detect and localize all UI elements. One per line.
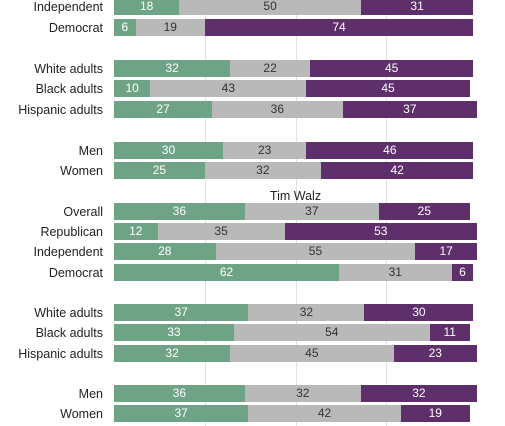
row-label: Democrat <box>48 21 103 35</box>
bar-segment: 10 <box>114 80 151 97</box>
bar-segment: 32 <box>244 385 361 402</box>
bar-segment: 46 <box>306 142 474 159</box>
bar-segment: 28 <box>114 243 216 260</box>
bar-segment: 11 <box>429 324 470 341</box>
bar-segment: 45 <box>230 345 394 362</box>
chart-title: Tim Walz <box>269 189 322 203</box>
bar-segment: 36 <box>114 385 245 402</box>
bar-segment: 53 <box>284 223 477 240</box>
row-label: Republican <box>40 225 103 239</box>
bar-segment: 25 <box>378 203 470 220</box>
bar-segment: 36 <box>114 203 245 220</box>
row-label: Women <box>60 164 103 178</box>
row-label: Independent <box>33 0 103 14</box>
bar-segment: 22 <box>230 60 311 77</box>
row-label: White adults <box>34 306 103 320</box>
row-label: Democrat <box>48 266 103 280</box>
bar-segment: 12 <box>114 223 158 240</box>
bar-segment: 37 <box>342 101 477 118</box>
bar-segment: 23 <box>393 345 477 362</box>
bar-segment: 27 <box>114 101 212 118</box>
bar-segment: 42 <box>248 405 401 422</box>
bar-segment: 19 <box>400 405 470 422</box>
bar-segment: 45 <box>310 60 474 77</box>
bar-segment: 18 <box>114 0 180 15</box>
bar-segment: 30 <box>364 304 474 321</box>
bar-segment: 17 <box>415 243 477 260</box>
bar-segment: 6 <box>114 19 136 36</box>
bar-segment: 33 <box>114 324 234 341</box>
bar-segment: 74 <box>204 19 474 36</box>
bar-segment: 42 <box>320 162 474 179</box>
bar-segment: 32 <box>204 162 321 179</box>
bar-segment: 35 <box>157 223 285 240</box>
bar-segment: 45 <box>306 80 470 97</box>
row-label: Black adults <box>35 326 103 340</box>
bar-segment: 32 <box>114 60 231 77</box>
bar-segment: 37 <box>244 203 379 220</box>
row-label: Women <box>60 407 103 421</box>
bar-segment: 32 <box>360 385 477 402</box>
row-label: Independent <box>33 245 103 259</box>
bar-segment: 19 <box>135 19 205 36</box>
bar-segment: 55 <box>215 243 416 260</box>
bar-segment: 32 <box>248 304 365 321</box>
row-label: Men <box>78 144 103 158</box>
bar-segment: 30 <box>114 142 223 159</box>
bar-segment: 32 <box>114 345 231 362</box>
bar-segment: 62 <box>114 264 340 281</box>
row-label: Overall <box>63 205 103 219</box>
row-label: Hispanic adults <box>18 103 103 117</box>
bar-segment: 37 <box>114 304 249 321</box>
bar-segment: 25 <box>114 162 205 179</box>
bar-segment: 37 <box>114 405 249 422</box>
bar-segment: 50 <box>179 0 361 15</box>
bar-segment: 54 <box>233 324 430 341</box>
row-label: Hispanic adults <box>18 347 103 361</box>
bar-segment: 31 <box>360 0 474 15</box>
row-label: Men <box>78 387 103 401</box>
row-label: White adults <box>34 62 103 76</box>
bar-segment: 36 <box>212 101 343 118</box>
row-label: Black adults <box>35 82 103 96</box>
bar-segment: 43 <box>150 80 307 97</box>
bar-segment: 23 <box>222 142 307 159</box>
bar-segment: 31 <box>339 264 452 281</box>
bar-segment: 6 <box>451 264 474 281</box>
